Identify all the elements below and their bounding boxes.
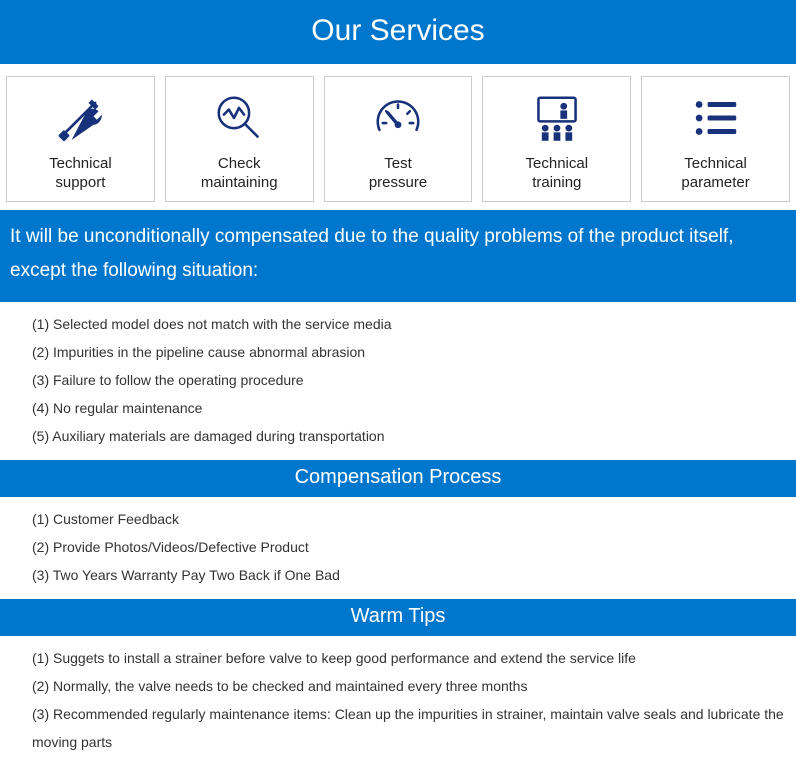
card-technical-training: Technical training	[482, 76, 631, 202]
card-label-line2: parameter	[681, 174, 749, 191]
list-icon	[689, 87, 743, 149]
card-label-line2: support	[55, 174, 105, 191]
page-title: Our Services	[0, 0, 796, 64]
card-label-line1: Technical	[49, 155, 112, 172]
warm-tips-title: Warm Tips	[0, 599, 796, 636]
card-label: Technical support	[49, 155, 112, 193]
list-item: (2) Impurities in the pipeline cause abn…	[32, 338, 796, 366]
compensation-process-list: (1) Customer Feedback (2) Provide Photos…	[0, 497, 796, 599]
card-label-line1: Test	[384, 155, 412, 172]
magnify-wave-icon	[212, 87, 266, 149]
list-item: (2) Provide Photos/Videos/Defective Prod…	[32, 533, 796, 561]
card-technical-parameter: Technical parameter	[641, 76, 790, 202]
list-item: (3) Failure to follow the operating proc…	[32, 366, 796, 394]
card-label: Check maintaining	[201, 155, 278, 193]
list-item: (4) No regular maintenance	[32, 394, 796, 422]
list-item: (1) Selected model does not match with t…	[32, 310, 796, 338]
card-test-pressure: Test pressure	[324, 76, 473, 202]
list-item: (5) Auxiliary materials are damaged duri…	[32, 422, 796, 450]
card-check-maintaining: Check maintaining	[165, 76, 314, 202]
card-label-line1: Technical	[684, 155, 747, 172]
card-label-line1: Check	[218, 155, 261, 172]
list-item: (3) Two Years Warranty Pay Two Back if O…	[32, 561, 796, 589]
card-label-line1: Technical	[526, 155, 589, 172]
service-cards-row: Technical support Check maintaining	[0, 64, 796, 210]
list-item: (3) Recommended regularly maintenance it…	[32, 700, 796, 756]
card-label: Technical parameter	[681, 155, 749, 193]
compensation-process-title: Compensation Process	[0, 460, 796, 497]
training-icon	[530, 87, 584, 149]
card-label: Test pressure	[369, 155, 427, 193]
warm-tips-list: (1) Suggets to install a strainer before…	[0, 636, 796, 766]
list-item: (2) Normally, the valve needs to be chec…	[32, 672, 796, 700]
card-label-line2: maintaining	[201, 174, 278, 191]
exceptions-list: (1) Selected model does not match with t…	[0, 302, 796, 460]
list-item: (1) Customer Feedback	[32, 505, 796, 533]
card-label: Technical training	[526, 155, 589, 193]
card-label-line2: pressure	[369, 174, 427, 191]
list-item: (1) Suggets to install a strainer before…	[32, 644, 796, 672]
compensation-intro: It will be unconditionally compensated d…	[0, 210, 796, 302]
card-technical-support: Technical support	[6, 76, 155, 202]
gauge-icon	[371, 87, 425, 149]
card-label-line2: training	[532, 174, 581, 191]
tools-icon	[53, 87, 107, 149]
